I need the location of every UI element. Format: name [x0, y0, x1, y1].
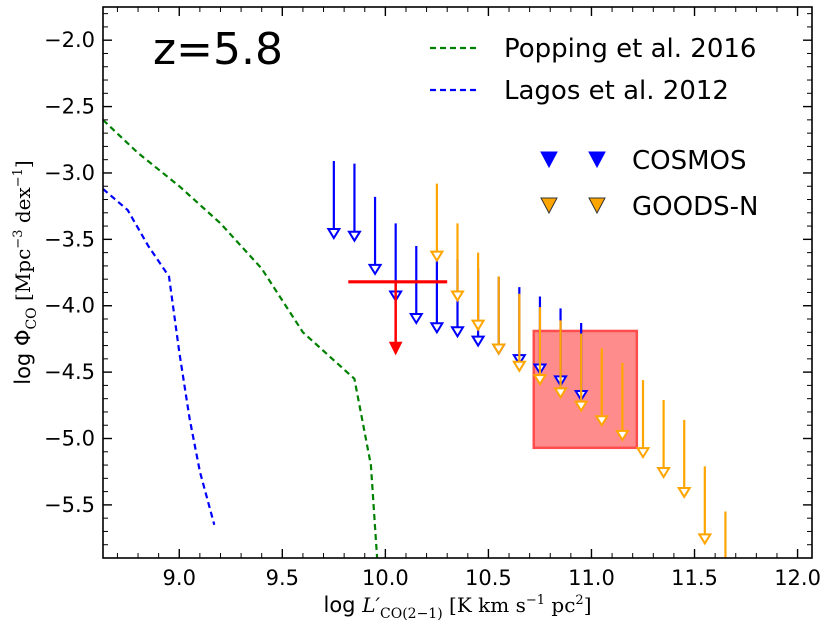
x-tick-label: 9.0 [163, 566, 196, 590]
y-tick-label: −3.0 [44, 161, 95, 185]
y-tick-label: −2.0 [44, 28, 95, 52]
limit-arrow-head [367, 263, 383, 276]
limit-arrow-head [470, 319, 486, 332]
data-layer [532, 329, 639, 450]
y-tick-label: −4.5 [44, 360, 95, 384]
x-tick-label: 10.5 [465, 566, 512, 590]
y-axis-label-units-mid-exp: −1 [11, 168, 26, 187]
y-axis-label: log ΦCO [Mpc−3 dex−1] [11, 160, 40, 385]
redshift-annotation: z=5.8 [153, 24, 283, 75]
x-axis-label: log L′CO(2−1) [K km s−1 pc2] [323, 593, 591, 622]
x-axis-label-units-tail-exp: 2 [575, 593, 583, 608]
legend: Popping et al. 2016 Lagos et al. 2012 COSM… [430, 34, 758, 222]
x-axis-label-units-close: ] [584, 593, 592, 617]
legend-marker-swatch [588, 151, 606, 169]
limit-arrow-head [656, 467, 671, 479]
plot-frame [102, 6, 813, 559]
x-tick-label: 12.0 [774, 566, 821, 590]
y-axis-label-subscript: CO [24, 307, 40, 329]
legend-line-label: Lagos et al. 2012 [504, 76, 729, 106]
limit-arrow-head [429, 322, 445, 335]
limit-arrow-head [512, 360, 527, 373]
legend-marker-swatch [588, 197, 606, 215]
limit-arrow-head [573, 400, 589, 413]
y-tick-label: −3.5 [44, 227, 95, 251]
legend-marker-label: COSMOS [632, 146, 747, 176]
limit-arrow-head [450, 290, 465, 303]
y-axis-label-units-mid: dex [11, 187, 35, 230]
limit-arrow-head [429, 250, 445, 263]
limit-arrow-head [347, 230, 362, 243]
x-axis-label-prefix: log [323, 593, 362, 617]
x-tick-label: 11.0 [568, 566, 615, 590]
y-axis-label-units: [Mpc [11, 249, 35, 308]
series-line-1 [103, 188, 216, 526]
x-axis-label-units-exp: −1 [526, 593, 545, 608]
y-tick-label: −2.5 [44, 95, 95, 119]
legend-marker-swatch [540, 151, 558, 169]
limit-arrow-head [470, 335, 486, 348]
limit-arrow-head [532, 374, 548, 387]
limit-arrow-head [615, 429, 630, 442]
y-tick-label: −5.5 [44, 493, 95, 517]
x-axis-label-subscript: CO(2−1) [380, 606, 443, 622]
y-tick-label: −4.0 [44, 294, 95, 318]
limit-arrow-head [676, 486, 692, 499]
x-axis-label-units-tail: pc [545, 593, 575, 617]
legend-line-label: Popping et al. 2016 [504, 34, 756, 64]
limit-arrow-head [697, 533, 713, 546]
limit-arrow-head [408, 313, 424, 325]
x-tick-label: 11.5 [671, 566, 718, 590]
series-line-0 [103, 119, 379, 558]
limit-arrow-head [326, 228, 342, 240]
limit-arrow-head [635, 447, 651, 460]
limit-arrow-head [553, 387, 568, 400]
x-axis-label-units: [K km s [443, 593, 526, 617]
ticks-layer [103, 7, 812, 558]
limit-arrow-head [594, 415, 610, 428]
limit-arrow-head [720, 580, 731, 589]
x-tick-label: 9.5 [266, 566, 299, 590]
shaded-box [532, 329, 639, 450]
limit-arrow-head [491, 343, 507, 356]
tick-labels-layer: 9.0 9.5 10.0 10.5 11.0 11.5 12.0 −2.0 −2.5 −3.0 −3… [44, 28, 821, 590]
y-tick-label: −5.0 [44, 427, 95, 451]
points-layer [326, 161, 731, 589]
limit-arrow-head [450, 326, 465, 339]
legend-marker-label: GOODS-N [632, 192, 758, 222]
x-tick-label: 10.0 [362, 566, 409, 590]
red-limit-head [388, 341, 403, 356]
y-axis-label-units-close: ] [11, 160, 35, 168]
y-axis-label-units-exp: −3 [11, 230, 26, 249]
model-lines-layer [103, 119, 379, 558]
y-axis-label-prefix: log Φ [11, 330, 35, 385]
x-axis-label-symbol: L′ [361, 593, 380, 617]
legend-marker-swatch [540, 197, 558, 215]
